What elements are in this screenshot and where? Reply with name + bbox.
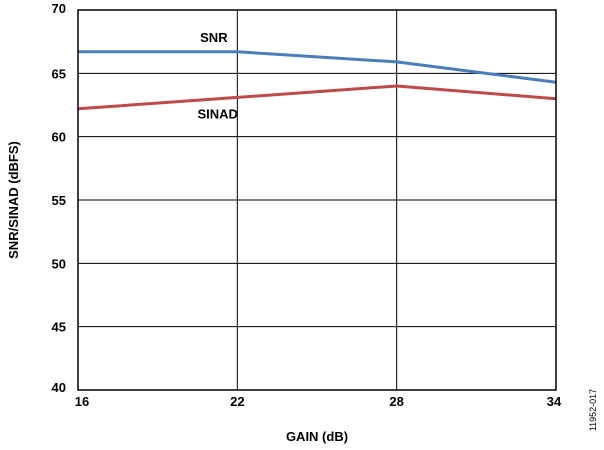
y-tick-label: 45 [52, 320, 66, 335]
y-tick-label: 70 [52, 1, 66, 16]
series-line-snr [78, 50, 557, 84]
x-tick-labels: 16 22 28 34 [75, 394, 562, 409]
series-label-snr: SNR [200, 30, 228, 45]
y-tick-label: 55 [52, 193, 66, 208]
y-tick-labels: 40 45 50 55 60 65 70 [52, 1, 66, 395]
y-tick-label: 40 [52, 380, 66, 395]
plot-frame [77, 9, 557, 391]
x-tick-label: 34 [547, 394, 562, 409]
y-tick-label: 50 [52, 256, 66, 271]
series-label-sinad: SINAD [198, 106, 238, 121]
grid [78, 10, 556, 390]
x-tick-label: 16 [75, 394, 89, 409]
x-tick-label: 22 [230, 394, 244, 409]
y-tick-label: 60 [52, 130, 66, 145]
series-lines [77, 50, 557, 111]
y-tick-label: 65 [52, 66, 66, 81]
series-labels: SNR SINAD [198, 30, 238, 122]
series-line-sinad [77, 84, 557, 111]
figure-id: 11952-017 [588, 389, 598, 431]
x-tick-label: 28 [389, 394, 403, 409]
x-axis-title: GAIN (dB) [286, 429, 348, 444]
y-axis-title: SNR/SINAD (dBFS) [6, 141, 21, 259]
